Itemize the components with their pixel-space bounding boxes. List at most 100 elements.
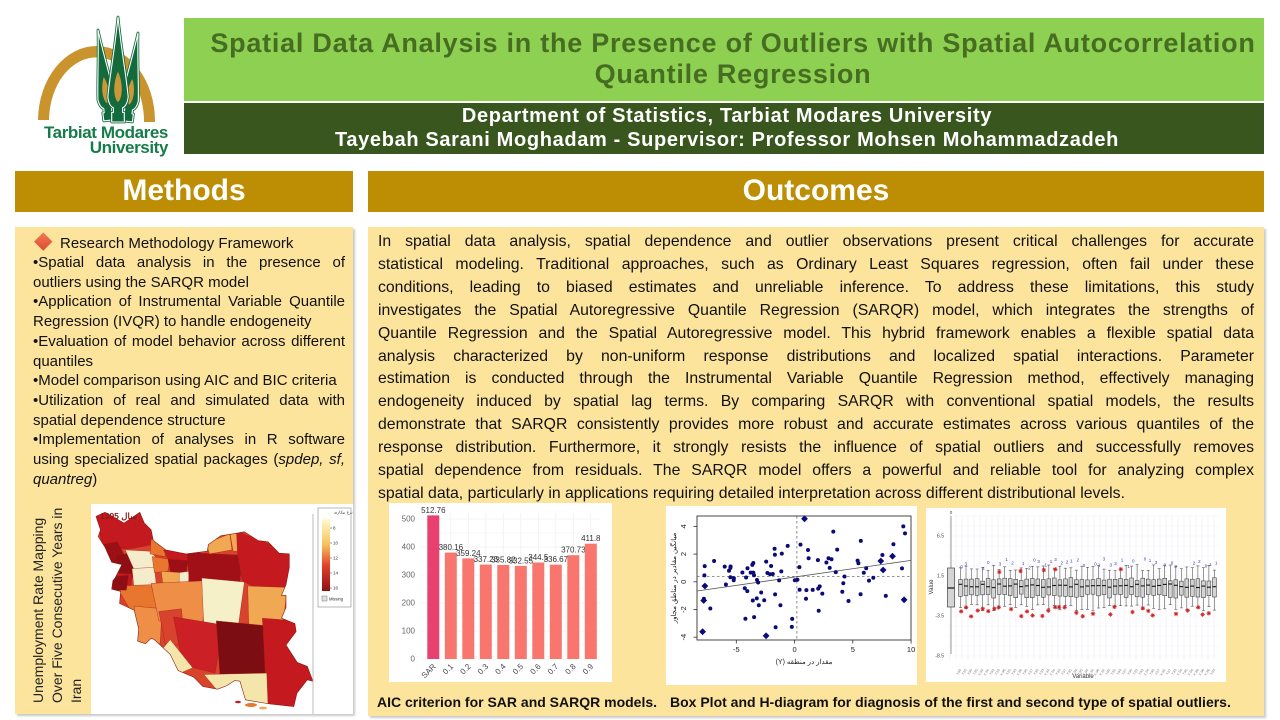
svg-text:0: 0 bbox=[1094, 561, 1097, 566]
svg-text:4: 4 bbox=[679, 524, 688, 528]
svg-text:344.5: 344.5 bbox=[528, 553, 549, 562]
svg-text:10: 10 bbox=[333, 541, 339, 546]
svg-text:5: 5 bbox=[851, 645, 855, 654]
svg-text:Value: Value bbox=[929, 579, 935, 595]
svg-text:1: 1 bbox=[1045, 563, 1048, 568]
svg-text:Y.93: Y.93 bbox=[1104, 668, 1111, 676]
svg-text:3: 3 bbox=[982, 566, 985, 571]
svg-text:X.94: X.94 bbox=[1176, 668, 1183, 676]
svg-text:Variable: Variable bbox=[1072, 674, 1094, 680]
svg-text:X.96: X.96 bbox=[1198, 668, 1205, 676]
svg-text:Y.95: Y.95 bbox=[966, 668, 973, 676]
svg-text:0: 0 bbox=[1132, 558, 1135, 563]
svg-text:1395 سال: 1395 سال bbox=[100, 511, 137, 521]
svg-text:Y.93: Y.93 bbox=[1171, 668, 1178, 676]
svg-text:Y.93: Y.93 bbox=[1137, 668, 1144, 676]
svg-text:0: 0 bbox=[1144, 557, 1147, 562]
svg-text:Y.95: Y.95 bbox=[1077, 668, 1084, 676]
svg-text:0: 0 bbox=[679, 580, 688, 584]
svg-text:500: 500 bbox=[402, 515, 416, 524]
svg-text:Y.97: Y.97 bbox=[1154, 668, 1161, 676]
svg-text:Missing: Missing bbox=[329, 597, 344, 602]
svg-text:Y.93: Y.93 bbox=[961, 668, 968, 676]
svg-text:2: 2 bbox=[679, 552, 688, 556]
svg-text:Tarbiat Modares: Tarbiat Modares bbox=[44, 123, 168, 142]
svg-text:3: 3 bbox=[1037, 559, 1040, 564]
svg-text:1: 1 bbox=[1022, 561, 1025, 566]
svg-text:1: 1 bbox=[1005, 557, 1008, 562]
svg-text:-2: -2 bbox=[679, 606, 688, 613]
svg-text:0: 0 bbox=[1033, 558, 1036, 563]
svg-text:3: 3 bbox=[1110, 563, 1113, 568]
svg-text:2: 2 bbox=[1066, 560, 1069, 565]
svg-text:-3.5: -3.5 bbox=[935, 613, 944, 619]
svg-text:X.96: X.96 bbox=[1093, 668, 1100, 676]
svg-text:10: 10 bbox=[907, 645, 915, 654]
svg-text:1.5: 1.5 bbox=[937, 573, 944, 579]
svg-text:332.55: 332.55 bbox=[509, 556, 534, 565]
svg-text:3: 3 bbox=[1054, 557, 1057, 562]
svg-text:1: 1 bbox=[1098, 562, 1101, 567]
svg-text:X.94: X.94 bbox=[1082, 668, 1089, 676]
svg-text:X.94: X.94 bbox=[1049, 668, 1056, 676]
svg-text:Y.93: Y.93 bbox=[1132, 668, 1139, 676]
svg-text:3: 3 bbox=[965, 562, 968, 567]
svg-text:411.8: 411.8 bbox=[581, 534, 601, 543]
svg-text:2: 2 bbox=[1077, 558, 1080, 563]
svg-text:1: 1 bbox=[1209, 562, 1212, 567]
svg-text:X.94: X.94 bbox=[1159, 668, 1166, 676]
svg-text:Y.95: Y.95 bbox=[1148, 668, 1155, 676]
svg-text:X.94: X.94 bbox=[983, 668, 990, 676]
svg-text:0: 0 bbox=[950, 510, 953, 515]
svg-text:0: 0 bbox=[793, 645, 797, 654]
svg-text:X.96: X.96 bbox=[1203, 668, 1210, 676]
svg-text:3: 3 bbox=[1103, 557, 1106, 562]
svg-text:359.24: 359.24 bbox=[456, 549, 481, 558]
svg-text:Y.97: Y.97 bbox=[1121, 668, 1128, 676]
svg-text:0: 0 bbox=[960, 565, 963, 570]
svg-text:8: 8 bbox=[333, 526, 336, 531]
svg-text:2: 2 bbox=[1028, 565, 1031, 570]
svg-text:1: 1 bbox=[1121, 558, 1124, 563]
svg-text:X.96: X.96 bbox=[999, 668, 1006, 676]
svg-text:3: 3 bbox=[999, 562, 1002, 567]
svg-text:12: 12 bbox=[333, 556, 339, 561]
svg-text:2: 2 bbox=[1061, 561, 1064, 566]
svg-text:0: 0 bbox=[1083, 563, 1086, 568]
svg-text:X.94: X.94 bbox=[1187, 668, 1194, 676]
svg-text:Y.95: Y.95 bbox=[1182, 668, 1189, 676]
svg-text:Y.95: Y.95 bbox=[1033, 668, 1040, 676]
svg-text:2: 2 bbox=[1193, 561, 1196, 566]
svg-text:Y.97: Y.97 bbox=[1027, 668, 1034, 676]
svg-text:336.67: 336.67 bbox=[544, 555, 569, 564]
svg-text:Y.93: Y.93 bbox=[988, 668, 995, 676]
svg-text:Y.95: Y.95 bbox=[1021, 668, 1028, 676]
svg-text:0: 0 bbox=[987, 560, 990, 565]
svg-text:Y.93: Y.93 bbox=[1209, 668, 1216, 676]
svg-text:100: 100 bbox=[402, 627, 416, 636]
svg-text:3: 3 bbox=[1174, 564, 1177, 569]
svg-text:X.94: X.94 bbox=[1043, 668, 1050, 676]
svg-text:6.5: 6.5 bbox=[937, 533, 944, 539]
svg-text:380.16: 380.16 bbox=[439, 543, 464, 552]
svg-text:16: 16 bbox=[333, 586, 339, 591]
svg-text:Y.95: Y.95 bbox=[1110, 668, 1117, 676]
svg-text:1: 1 bbox=[1149, 558, 1152, 563]
svg-text:University: University bbox=[90, 138, 169, 157]
svg-text:1: 1 bbox=[1050, 559, 1053, 564]
svg-text:-8.5: -8.5 bbox=[935, 653, 944, 659]
svg-text:0: 0 bbox=[1205, 564, 1208, 569]
svg-text:Y.93: Y.93 bbox=[994, 668, 1001, 676]
svg-text:512.76: 512.76 bbox=[421, 506, 446, 515]
svg-text:200: 200 bbox=[402, 599, 416, 608]
svg-text:-5: -5 bbox=[733, 645, 740, 654]
svg-text:2: 2 bbox=[1198, 559, 1201, 564]
svg-text:Y.93: Y.93 bbox=[1115, 668, 1122, 676]
svg-text:Y.95: Y.95 bbox=[972, 668, 979, 676]
svg-text:X.94: X.94 bbox=[1071, 668, 1078, 676]
svg-text:337.23: 337.23 bbox=[474, 555, 499, 564]
svg-text:3: 3 bbox=[1114, 561, 1117, 566]
svg-text:X.94: X.94 bbox=[977, 668, 984, 676]
svg-text:X.94: X.94 bbox=[1099, 668, 1106, 676]
svg-text:Y.95: Y.95 bbox=[1005, 668, 1012, 676]
